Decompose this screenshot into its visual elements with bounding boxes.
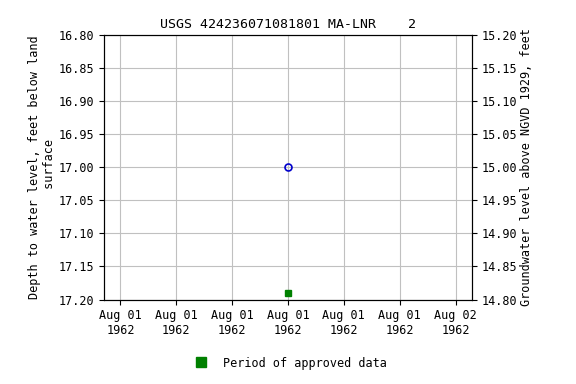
Y-axis label: Groundwater level above NGVD 1929, feet: Groundwater level above NGVD 1929, feet (521, 28, 533, 306)
Y-axis label: Depth to water level, feet below land
 surface: Depth to water level, feet below land su… (28, 35, 55, 299)
Title: USGS 424236071081801 MA-LNR    2: USGS 424236071081801 MA-LNR 2 (160, 18, 416, 31)
Legend: Period of approved data: Period of approved data (185, 352, 391, 374)
